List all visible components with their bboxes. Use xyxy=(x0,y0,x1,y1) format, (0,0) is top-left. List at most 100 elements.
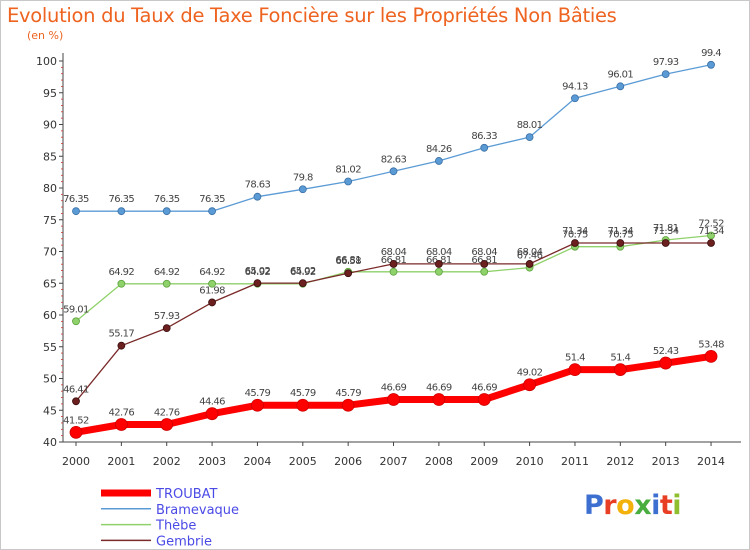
data-point xyxy=(707,231,715,240)
data-point xyxy=(344,177,353,186)
data-label: 45.79 xyxy=(245,388,271,399)
x-tick-label: 2010 xyxy=(516,455,544,468)
data-point xyxy=(162,324,171,333)
data-label: 68.04 xyxy=(517,247,543,258)
data-label: 67.46 xyxy=(517,251,543,262)
x-tick-label: 2012 xyxy=(606,455,634,468)
data-point xyxy=(72,207,80,216)
data-label: 71.81 xyxy=(653,223,679,234)
logo-letter: P xyxy=(584,490,604,521)
data-point xyxy=(208,207,216,216)
data-point xyxy=(434,157,443,165)
data-point xyxy=(432,393,446,406)
series-bramevaque: 76.35 76.35 76.35 76.35 78.63 79.8 81.02 82.63 8… xyxy=(63,48,722,216)
data-point xyxy=(707,60,715,69)
data-point xyxy=(162,279,171,288)
data-label: 88.01 xyxy=(517,120,543,131)
data-point xyxy=(661,239,670,247)
data-label: 49.02 xyxy=(517,368,543,379)
data-label: 51.4 xyxy=(610,353,630,364)
x-tick-label: 2013 xyxy=(652,455,680,468)
axes: 40 45 50 55 60 65 70 75 80 85 90 95 100 2000 2001 2002 2… xyxy=(36,53,741,468)
legend-label: Thèbe xyxy=(155,519,196,534)
data-point xyxy=(434,267,443,276)
data-point xyxy=(568,363,582,377)
data-label: 71.34 xyxy=(562,226,588,237)
data-label: 72.52 xyxy=(698,218,724,229)
data-point xyxy=(208,279,216,288)
data-point xyxy=(114,418,128,431)
data-label: 68.04 xyxy=(381,247,407,258)
data-label: 64.92 xyxy=(154,267,180,278)
data-point xyxy=(251,398,264,412)
data-point xyxy=(704,350,718,363)
data-label: 76.35 xyxy=(199,194,225,205)
data-label: 99.4 xyxy=(701,48,721,59)
data-point xyxy=(659,356,673,370)
x-tick-label: 2001 xyxy=(107,455,135,468)
data-label: 70.75 xyxy=(607,230,633,241)
data-label: 64.92 xyxy=(109,267,135,278)
data-label: 68.04 xyxy=(471,247,497,258)
data-label: 46.41 xyxy=(63,384,89,395)
y-tick-label: 60 xyxy=(43,309,57,322)
data-point xyxy=(616,82,625,91)
y-unit-label: (en %) xyxy=(27,29,64,42)
data-label: 65.02 xyxy=(290,266,316,277)
data-label: 64.92 xyxy=(290,267,316,278)
data-point xyxy=(117,279,126,288)
data-label: 78.63 xyxy=(245,180,271,191)
data-label: 52.43 xyxy=(653,346,679,357)
data-label: 57.93 xyxy=(154,311,180,322)
x-tick-label: 2004 xyxy=(243,455,271,468)
x-tick-label: 2008 xyxy=(425,455,453,468)
data-label: 96.01 xyxy=(607,69,633,80)
data-point xyxy=(253,192,262,201)
chart-title: Evolution du Taux de Taxe Foncière sur l… xyxy=(7,4,617,27)
data-point xyxy=(525,133,534,142)
data-point xyxy=(117,341,126,350)
logo-letter: o xyxy=(616,490,635,521)
data-point xyxy=(69,425,83,439)
data-point xyxy=(434,260,443,268)
data-point xyxy=(296,398,310,412)
data-point xyxy=(344,269,353,278)
data-point xyxy=(160,418,174,431)
x-tick-label: 2002 xyxy=(153,455,181,468)
y-tick-label: 80 xyxy=(43,182,57,195)
data-label: 64.92 xyxy=(199,267,225,278)
y-tick-label: 75 xyxy=(43,214,57,227)
legend-label: Bramevaque xyxy=(156,503,239,518)
data-label: 59.01 xyxy=(63,304,89,315)
data-label: 45.79 xyxy=(290,388,316,399)
data-label: 66.58 xyxy=(335,256,361,267)
data-point xyxy=(205,407,219,421)
data-point xyxy=(208,298,216,307)
data-point xyxy=(571,239,579,247)
data-label: 64.92 xyxy=(245,267,271,278)
data-point xyxy=(253,279,262,288)
data-label: 76.35 xyxy=(63,194,89,205)
x-tick-label: 2005 xyxy=(289,455,317,468)
data-point xyxy=(72,397,80,406)
y-tick-label: 65 xyxy=(43,277,57,290)
data-label: 42.76 xyxy=(154,407,180,418)
data-point xyxy=(298,279,307,288)
x-tick-label: 2009 xyxy=(470,455,498,468)
x-tick-label: 2011 xyxy=(561,455,589,468)
x-tick-label: 2006 xyxy=(334,455,362,468)
logo-letter: x xyxy=(634,490,652,521)
data-label: 65.02 xyxy=(245,266,271,277)
data-point xyxy=(707,239,715,247)
data-point xyxy=(389,267,398,276)
data-label: 86.33 xyxy=(471,131,497,142)
data-point xyxy=(480,267,489,276)
y-tick-label: 55 xyxy=(43,341,57,354)
y-tick-label: 100 xyxy=(36,55,57,68)
y-tick-label: 70 xyxy=(43,246,57,259)
logo-letter: i xyxy=(672,490,682,521)
data-label: 79.8 xyxy=(293,172,313,183)
